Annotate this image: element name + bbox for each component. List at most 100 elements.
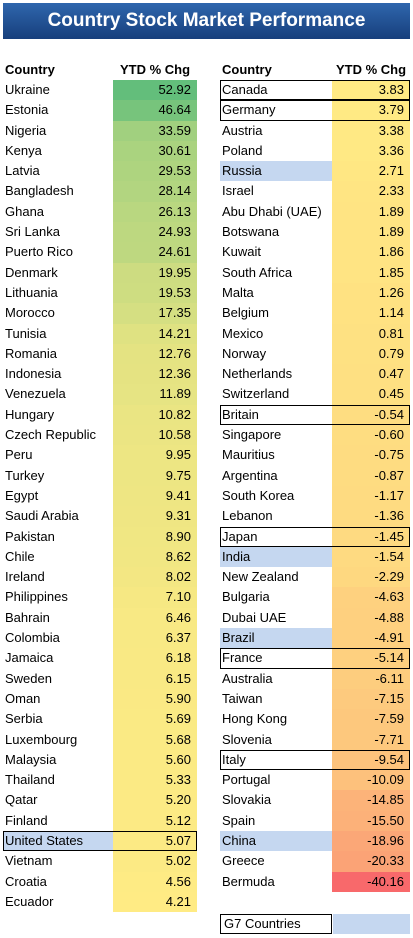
ytd-change-value: 0.47 (332, 364, 410, 385)
ytd-change-value: 5.20 (113, 790, 197, 811)
country-name: China (220, 830, 332, 852)
ytd-change-value: 0.79 (332, 343, 410, 365)
country-name: Ecuador (5, 893, 54, 909)
country-name: Hungary (5, 406, 55, 422)
ytd-change-value: 2.33 (332, 181, 410, 202)
ytd-change-value: 14.21 (113, 323, 197, 344)
ytd-change-value: 24.93 (113, 222, 197, 243)
ytd-change-value: -2.29 (332, 567, 410, 588)
country-name: South Korea (222, 487, 295, 503)
country-name: Israel (222, 183, 254, 199)
country-name: Malta (222, 284, 254, 300)
country-name: Qatar (5, 792, 38, 808)
ytd-change-value: 9.41 (113, 485, 197, 507)
country-name: Russia (220, 161, 332, 182)
ytd-change-value: 46.64 (113, 100, 197, 121)
country-column-header: Country (5, 62, 55, 77)
country-name: Romania (5, 345, 58, 361)
ytd-change-value: 24.61 (113, 242, 197, 263)
country-name: Morocco (5, 305, 55, 321)
ytd-change-value: 3.79 (332, 100, 410, 121)
country-name: Netherlands (222, 366, 293, 382)
country-name: India (220, 546, 332, 568)
country-name: Italy (222, 751, 246, 767)
chart-title: Country Stock Market Performance (3, 3, 410, 39)
ytd-change-value: 5.12 (113, 810, 197, 831)
ytd-change-value: -0.87 (332, 465, 410, 486)
country-name: Ghana (5, 203, 45, 219)
ytd-change-value: -15.50 (332, 810, 410, 831)
ytd-change-value: 0.45 (332, 384, 410, 405)
country-name: Botswana (222, 224, 280, 240)
country-name: Bermuda (222, 873, 275, 889)
ytd-change-value: 1.14 (332, 303, 410, 324)
ytd-change-value: -1.45 (332, 526, 410, 547)
legend-swatch (333, 914, 410, 934)
ytd-change-value: 19.95 (113, 262, 197, 283)
ytd-change-value: -9.54 (332, 749, 410, 771)
ytd-change-value: 10.82 (113, 404, 197, 426)
country-name: Ireland (5, 569, 45, 585)
country-name: Switzerland (222, 386, 290, 402)
country-name: Philippines (5, 589, 68, 605)
country-name: Thailand (5, 772, 55, 788)
ytd-change-value: 52.92 (113, 80, 197, 101)
country-name: Singapore (222, 427, 282, 443)
ytd-change-value: -0.54 (332, 404, 410, 426)
country-name: Nigeria (5, 122, 47, 138)
ytd-change-value: 5.68 (113, 729, 197, 750)
ytd-change-value: -20.33 (332, 851, 410, 872)
country-name: Latvia (5, 163, 40, 179)
country-name: Mauritius (222, 447, 275, 463)
country-name: Abu Dhabi (UAE) (222, 203, 322, 219)
ytd-change-value: 10.58 (113, 425, 197, 446)
ytd-change-value: 12.36 (113, 364, 197, 385)
country-name: Pakistan (5, 528, 55, 544)
country-name: Czech Republic (5, 427, 97, 443)
ytd-change-value: 7.10 (113, 587, 197, 608)
ytd-change-value: 5.60 (113, 749, 197, 771)
country-name: Luxembourg (5, 731, 78, 747)
country-name: Greece (222, 853, 265, 869)
ytd-change-value: -1.54 (332, 546, 410, 568)
ytd-change-value: 26.13 (113, 201, 197, 223)
ytd-change-value: 4.21 (113, 891, 197, 913)
ytd-change-value: 2.71 (332, 161, 410, 182)
ytd-change-value: 5.90 (113, 688, 197, 710)
ytd-change-value: -40.16 (332, 871, 410, 892)
ytd-change-value: 6.46 (113, 607, 197, 629)
country-name: Indonesia (5, 366, 62, 382)
country-name: Bulgaria (222, 589, 270, 605)
ytd-change-value: 1.86 (332, 242, 410, 263)
ytd-change-value: 9.31 (113, 506, 197, 527)
country-name: Germany (222, 102, 276, 118)
country-name: Japan (222, 528, 258, 544)
ytd-change-value: -7.71 (332, 729, 410, 750)
country-name: Belgium (222, 305, 269, 321)
ytd-change-value: 1.89 (332, 201, 410, 223)
country-name: Saudi Arabia (5, 508, 79, 524)
ytd-change-value: -18.96 (332, 830, 410, 852)
ytd-change-value: -7.59 (332, 709, 410, 730)
ytd-change-value: 3.38 (332, 120, 410, 141)
ytd-change-value: 5.07 (113, 830, 197, 852)
country-name: South Africa (222, 264, 293, 280)
country-name: Spain (222, 812, 256, 828)
country-name: Australia (222, 670, 273, 686)
ytd-change-value: 4.56 (113, 871, 197, 892)
country-name: Venezuela (5, 386, 66, 402)
country-name: Canada (222, 82, 268, 97)
country-name: Chile (5, 548, 35, 564)
ytd-column-header: YTD % Chg (335, 62, 407, 77)
ytd-change-value: 3.36 (332, 140, 410, 162)
country-name: Egypt (5, 487, 39, 503)
country-name: Sri Lanka (5, 224, 60, 240)
ytd-change-value: 30.61 (113, 140, 197, 162)
ytd-change-value: 28.14 (113, 181, 197, 202)
ytd-change-value: 5.69 (113, 709, 197, 730)
legend-label: G7 Countries (220, 914, 332, 934)
country-name: Vietnam (5, 853, 53, 869)
ytd-change-value: 6.18 (113, 648, 197, 669)
country-name: Estonia (5, 102, 49, 118)
country-name: Malaysia (5, 751, 57, 767)
